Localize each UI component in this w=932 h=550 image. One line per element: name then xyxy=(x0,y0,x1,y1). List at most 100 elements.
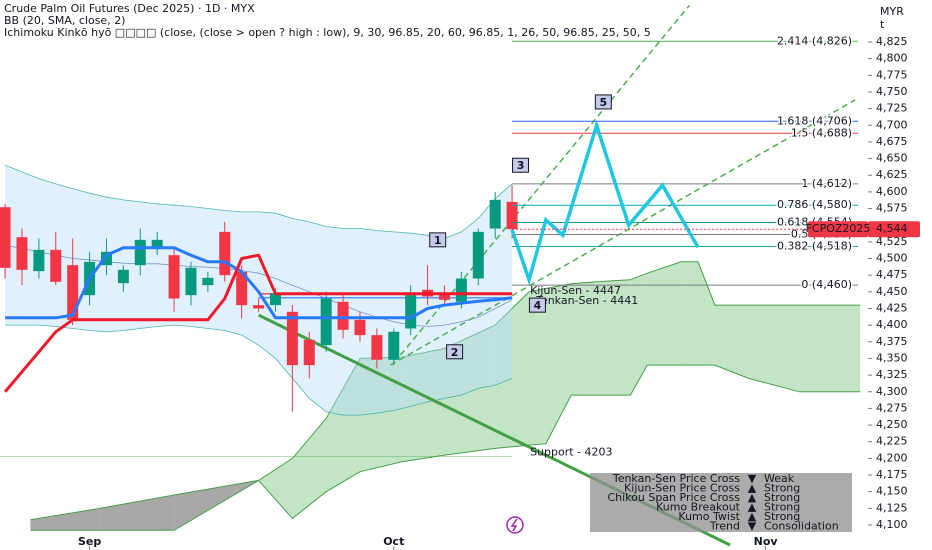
currency: MYR xyxy=(880,5,904,18)
candle-body xyxy=(438,292,450,300)
candle-body xyxy=(117,269,129,284)
cloud-segment xyxy=(799,305,861,392)
table-arrow: ▲ xyxy=(748,500,757,513)
cloud-segment xyxy=(258,458,293,519)
x-tick-label: Sep xyxy=(78,535,101,548)
table-state: Strong xyxy=(764,500,800,513)
y-tick-label: 4,375 xyxy=(876,335,908,348)
cloud-segment xyxy=(495,291,529,449)
y-tick-label: 4,500 xyxy=(876,252,908,265)
y-tick-label: 4,825 xyxy=(876,35,908,48)
wave-box xyxy=(446,344,464,360)
cloud-segment xyxy=(698,261,715,366)
fib-label: 0.786 (4,580) xyxy=(777,198,852,211)
cloud-segment xyxy=(292,418,327,519)
y-tick-label: 4,625 xyxy=(876,168,908,181)
candle-body xyxy=(320,298,332,346)
price-tag xyxy=(868,221,920,238)
wave-label: 1 xyxy=(434,234,442,247)
y-tick-label: 4,300 xyxy=(876,385,908,398)
candle-body xyxy=(354,319,366,336)
price-axis: 4,100 4,125 4,150 4,175 4,200 4,225 4,250 4,275… xyxy=(868,0,932,550)
wave-box xyxy=(512,157,530,173)
event-icon[interactable] xyxy=(506,516,524,534)
cloud-segment xyxy=(681,261,698,366)
y-tick-label: 4,200 xyxy=(876,451,908,464)
cloud-segment xyxy=(545,283,572,444)
cloud-segment xyxy=(630,273,648,396)
bollinger-lower xyxy=(5,324,513,416)
y-tick-label: 4,750 xyxy=(876,85,908,98)
fib-label: 0 (4,460) xyxy=(801,278,852,291)
y-tick-label: 4,325 xyxy=(876,368,908,381)
table-state: Weak xyxy=(764,472,795,485)
candle-body xyxy=(303,339,315,366)
fib-label: 1 (4,612) xyxy=(801,177,852,190)
candle-body xyxy=(253,305,265,309)
event-icon-bolt xyxy=(510,518,518,532)
table-arrow: ▲ xyxy=(748,510,757,523)
candle-body xyxy=(506,201,518,230)
symbol-tag-label: FCPOZ2025 xyxy=(806,222,871,235)
signal-table: Tenkan-Sen Price Cross ▼ Weak Kijun-Sen Pri… xyxy=(590,472,852,532)
cloud-segment xyxy=(529,288,546,446)
table-background xyxy=(590,473,852,532)
price-tag-value: 4,544 xyxy=(876,222,908,235)
fib-label: 2.414 (4,826) xyxy=(777,34,852,47)
candle-body xyxy=(388,331,400,360)
x-tick-label: Oct xyxy=(383,535,404,548)
y-tick-label: 4,125 xyxy=(876,501,908,514)
y-tick-label: 4,225 xyxy=(876,435,908,448)
candle-body xyxy=(405,295,417,329)
x-tick-label: Nov xyxy=(754,535,779,548)
candle-body xyxy=(472,231,484,279)
table-arrow: ▼ xyxy=(748,519,757,532)
cloud-segment xyxy=(647,261,682,366)
bollinger-upper xyxy=(4,164,513,239)
wave-box xyxy=(528,297,546,313)
candle-body xyxy=(337,301,349,330)
cloud-segment xyxy=(99,495,175,531)
table-signal: Kumo Breakout xyxy=(656,500,741,513)
candle-body xyxy=(371,335,383,360)
candle-body xyxy=(16,237,28,270)
y-tick-label: 4,150 xyxy=(876,485,908,498)
y-tick-label: 4,650 xyxy=(876,152,908,165)
candle-body xyxy=(100,251,112,266)
y-tick-label: 4,250 xyxy=(876,418,908,431)
fib-label: 1.618 (4,706) xyxy=(777,114,852,127)
y-tick-label: 4,425 xyxy=(876,301,908,314)
chart-title: Crude Palm Oil Futures (Dec 2025) · 1D ·… xyxy=(4,2,255,15)
y-tick-label: 4,525 xyxy=(876,235,908,248)
candle-body xyxy=(185,267,197,296)
symbol-tag xyxy=(808,221,868,238)
y-tick-label: 4,350 xyxy=(876,351,908,364)
y-tick-label: 4,100 xyxy=(876,518,908,531)
candle-body xyxy=(489,199,501,229)
unit: t xyxy=(880,18,885,31)
y-tick-label: 4,175 xyxy=(876,468,908,481)
table-state: Consolidation xyxy=(764,519,839,532)
candle-body xyxy=(455,278,467,302)
table-signal: Tenkan-Sen Price Cross xyxy=(612,472,740,485)
level-label: Tenkan-Sen - 4441 xyxy=(535,294,638,307)
fib-label: 0.382 (4,518) xyxy=(777,240,852,253)
table-state: Strong xyxy=(764,481,800,494)
cloud-segment xyxy=(571,281,597,396)
wave-projection xyxy=(510,119,700,286)
wave-box xyxy=(429,232,447,248)
table-arrow: ▲ xyxy=(748,481,757,494)
y-tick-label: 4,775 xyxy=(876,68,908,81)
table-signal: Chikou Span Price Cross xyxy=(607,491,740,504)
y-tick-label: 4,450 xyxy=(876,285,908,298)
channel-line xyxy=(390,99,856,366)
wave-box xyxy=(594,94,612,110)
table-arrow: ▼ xyxy=(748,472,757,485)
y-tick-label: 4,475 xyxy=(876,268,908,281)
tenkan-line xyxy=(5,246,513,320)
indicator-label: BB (20, SMA, close, 2) xyxy=(4,14,125,27)
kijun-line xyxy=(3,253,513,393)
table-state: Strong xyxy=(764,491,800,504)
candle-body xyxy=(269,293,281,306)
cloud-segment xyxy=(326,358,360,492)
